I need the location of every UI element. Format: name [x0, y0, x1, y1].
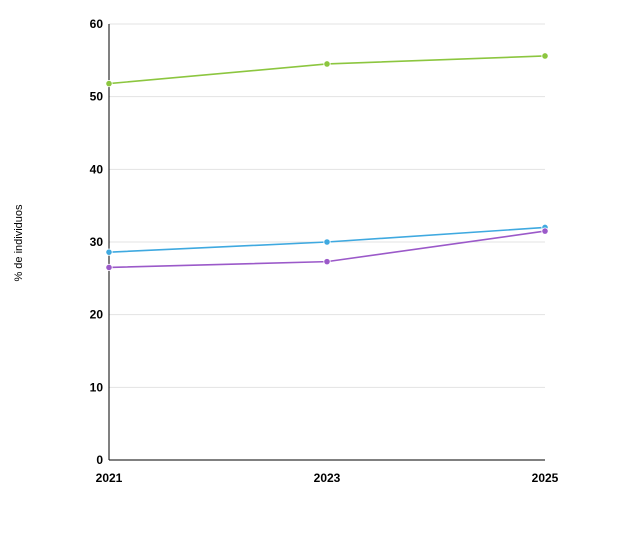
x-tick-label: 2023 [314, 471, 341, 485]
y-tick-label: 50 [90, 90, 104, 104]
series-line-1 [108, 55, 546, 85]
x-tick-label: 2025 [532, 471, 559, 485]
series-3-point[interactable] [323, 258, 331, 266]
series-3-point[interactable] [105, 263, 113, 272]
series-1-point[interactable] [323, 60, 331, 68]
y-tick-label: 40 [90, 162, 104, 176]
y-tick-label: 10 [90, 380, 104, 394]
series-1-point[interactable] [105, 79, 113, 88]
series-2-point[interactable] [105, 248, 113, 256]
series-1-point[interactable] [541, 52, 549, 60]
axes [108, 24, 545, 461]
y-tick-labels: 0 10 20 30 40 50 60 [90, 17, 104, 467]
y-axis-title: % de individuos [13, 204, 25, 282]
y-tick-label: 30 [90, 235, 104, 249]
y-tick-label: 20 [90, 308, 104, 322]
series-layer [105, 52, 549, 272]
series-2-point[interactable] [323, 238, 331, 246]
x-tick-labels: 2021 2023 2025 [96, 471, 559, 485]
series-3-point[interactable] [541, 227, 549, 235]
y-tick-label: 0 [96, 453, 103, 467]
y-tick-label: 60 [90, 17, 104, 31]
x-tick-label: 2021 [96, 471, 123, 485]
